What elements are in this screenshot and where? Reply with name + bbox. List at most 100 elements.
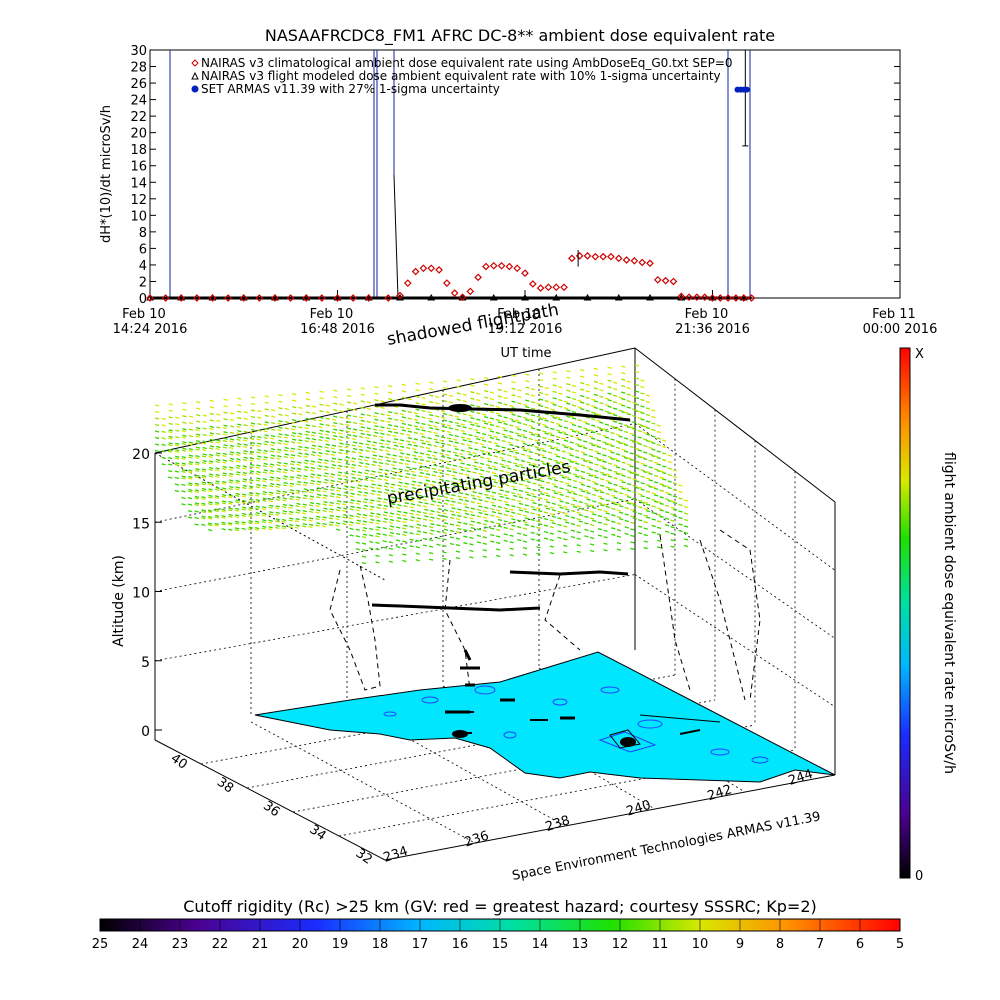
particle-dash bbox=[563, 518, 568, 522]
particle-dash bbox=[336, 493, 342, 496]
particle-dash bbox=[262, 464, 268, 468]
particle-dash bbox=[586, 459, 591, 462]
longitude-tick-label: 234 bbox=[382, 844, 410, 866]
particle-dash bbox=[442, 386, 448, 390]
particle-dash bbox=[611, 520, 616, 523]
particle-dash bbox=[168, 422, 173, 425]
particle-dash bbox=[257, 449, 262, 452]
particle-dash bbox=[672, 508, 678, 511]
particle-dash bbox=[580, 483, 586, 487]
particle-dash bbox=[325, 411, 330, 414]
particle-dash bbox=[662, 478, 667, 481]
particle-dash bbox=[194, 489, 200, 492]
particle-dash bbox=[249, 463, 255, 467]
particle-dash bbox=[445, 466, 450, 470]
particle-dash bbox=[456, 392, 461, 395]
particle-dash bbox=[428, 551, 434, 555]
particle-dash bbox=[509, 554, 514, 557]
particle-dash bbox=[208, 494, 213, 498]
particle-dash bbox=[388, 528, 394, 531]
particle-dash bbox=[605, 499, 610, 502]
particle-dash bbox=[376, 532, 381, 535]
particle-dash bbox=[413, 412, 419, 415]
particle-dash bbox=[607, 455, 613, 459]
particle-dash bbox=[269, 443, 275, 447]
particle-dash bbox=[588, 435, 594, 438]
particle-dash bbox=[589, 530, 595, 533]
particle-dash bbox=[603, 542, 608, 545]
particle-dash bbox=[466, 457, 471, 460]
particle-dash bbox=[188, 475, 193, 479]
particle-dash bbox=[188, 482, 193, 485]
particle-dash bbox=[262, 484, 268, 487]
particle-dash bbox=[415, 421, 420, 424]
particle-dash bbox=[588, 442, 594, 445]
particle-dash bbox=[222, 493, 227, 497]
particle-dash bbox=[575, 462, 580, 465]
particle-dash bbox=[594, 463, 599, 466]
particle-dash bbox=[235, 494, 240, 498]
particle-dash bbox=[558, 398, 563, 402]
particle-dash bbox=[229, 457, 235, 460]
particle-dash bbox=[495, 451, 500, 454]
particle-dash bbox=[322, 516, 327, 519]
particle-dash bbox=[263, 469, 268, 472]
particle-dash bbox=[175, 442, 180, 445]
particle-dash bbox=[249, 459, 254, 462]
particle-dash bbox=[378, 442, 384, 445]
particle-dash bbox=[318, 465, 323, 468]
particle-dash bbox=[575, 456, 580, 459]
particle-dash bbox=[194, 495, 200, 499]
particle-dash bbox=[466, 470, 471, 473]
rigidity-tick-label: 13 bbox=[572, 937, 589, 952]
particle-dash bbox=[303, 481, 308, 484]
particle-dash bbox=[243, 456, 248, 459]
particle-dash bbox=[388, 534, 394, 537]
particle-dash bbox=[289, 482, 295, 485]
particle-dash bbox=[522, 449, 528, 452]
particle-dash bbox=[389, 531, 395, 535]
particle-dash bbox=[195, 467, 200, 471]
particle-dash bbox=[621, 391, 626, 394]
particle-dash bbox=[593, 413, 599, 416]
particle-dash bbox=[624, 487, 629, 490]
particle-dash bbox=[470, 488, 476, 491]
particle-dash bbox=[263, 436, 268, 439]
altitude-tick-label: 15 bbox=[132, 516, 150, 532]
latitude-tick-label: 36 bbox=[260, 798, 282, 820]
particle-dash bbox=[406, 472, 411, 476]
particle-dash bbox=[376, 487, 381, 490]
particle-dash bbox=[235, 473, 240, 476]
particle-dash bbox=[207, 524, 213, 527]
particle-dash bbox=[626, 412, 631, 416]
particle-dash bbox=[375, 515, 380, 519]
particle-dash bbox=[325, 417, 330, 420]
particle-dash bbox=[248, 528, 253, 531]
particle-dash bbox=[501, 465, 506, 469]
particle-dash bbox=[276, 464, 281, 467]
particle-dash bbox=[289, 497, 294, 501]
particle-dash bbox=[543, 491, 549, 495]
particle-dash bbox=[187, 484, 193, 487]
particle-dash bbox=[472, 484, 477, 487]
particle-dash bbox=[503, 390, 508, 393]
particle-dash bbox=[615, 433, 621, 436]
particle-dash bbox=[634, 364, 640, 367]
particle-dash bbox=[304, 433, 309, 436]
particle-dash bbox=[228, 487, 233, 491]
legend-entry: NAIRAS v3 climatological ambient dose eq… bbox=[201, 56, 733, 70]
particle-dash bbox=[643, 547, 648, 550]
particle-dash bbox=[530, 433, 536, 436]
particle-dash bbox=[621, 404, 626, 407]
particle-dash bbox=[365, 436, 370, 440]
particle-dash bbox=[511, 400, 516, 403]
particle-dash bbox=[369, 514, 374, 518]
particle-dash bbox=[370, 505, 375, 508]
particle-dash bbox=[298, 439, 303, 442]
particle-dash bbox=[458, 491, 464, 495]
particle-dash bbox=[289, 463, 295, 466]
particle-dash bbox=[377, 503, 382, 507]
particle-dash bbox=[421, 396, 426, 400]
particle-dash bbox=[607, 399, 612, 402]
particle-dash bbox=[522, 429, 528, 433]
